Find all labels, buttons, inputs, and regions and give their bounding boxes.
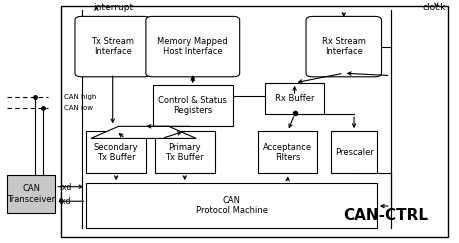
FancyBboxPatch shape	[305, 16, 381, 77]
Text: CAN
Protocol Machine: CAN Protocol Machine	[195, 196, 267, 215]
Text: Tx Stream
Interface: Tx Stream Interface	[91, 37, 134, 56]
FancyBboxPatch shape	[86, 183, 376, 228]
Text: Memory Mapped
Host Interface: Memory Mapped Host Interface	[157, 37, 228, 56]
Text: CAN high: CAN high	[64, 94, 96, 100]
Text: txd: txd	[59, 197, 71, 206]
Bar	[61, 6, 447, 237]
FancyBboxPatch shape	[86, 131, 146, 174]
FancyBboxPatch shape	[155, 131, 214, 174]
Text: Prescaler: Prescaler	[334, 148, 373, 157]
Text: Primary
Tx Buffer: Primary Tx Buffer	[165, 143, 204, 162]
FancyBboxPatch shape	[152, 85, 232, 126]
Text: Acceptance
Filters: Acceptance Filters	[263, 143, 312, 162]
Text: interrupt: interrupt	[93, 3, 133, 12]
Text: Rx Stream
Interface: Rx Stream Interface	[321, 37, 365, 56]
Text: CAN-CTRL: CAN-CTRL	[343, 208, 428, 223]
FancyBboxPatch shape	[7, 175, 55, 213]
Polygon shape	[91, 126, 196, 139]
FancyBboxPatch shape	[264, 83, 324, 114]
Text: Rx Buffer: Rx Buffer	[274, 94, 313, 103]
Text: rxd: rxd	[59, 183, 71, 192]
FancyBboxPatch shape	[146, 16, 239, 77]
Text: CAN low: CAN low	[64, 105, 93, 111]
FancyBboxPatch shape	[257, 131, 317, 174]
Text: clock: clock	[421, 3, 445, 12]
Text: Secondary
Tx Buffer: Secondary Tx Buffer	[94, 143, 138, 162]
FancyBboxPatch shape	[330, 131, 376, 174]
Text: CAN
Transceiver: CAN Transceiver	[7, 184, 55, 204]
FancyBboxPatch shape	[75, 16, 150, 77]
Text: Control & Status
Registers: Control & Status Registers	[158, 96, 227, 115]
